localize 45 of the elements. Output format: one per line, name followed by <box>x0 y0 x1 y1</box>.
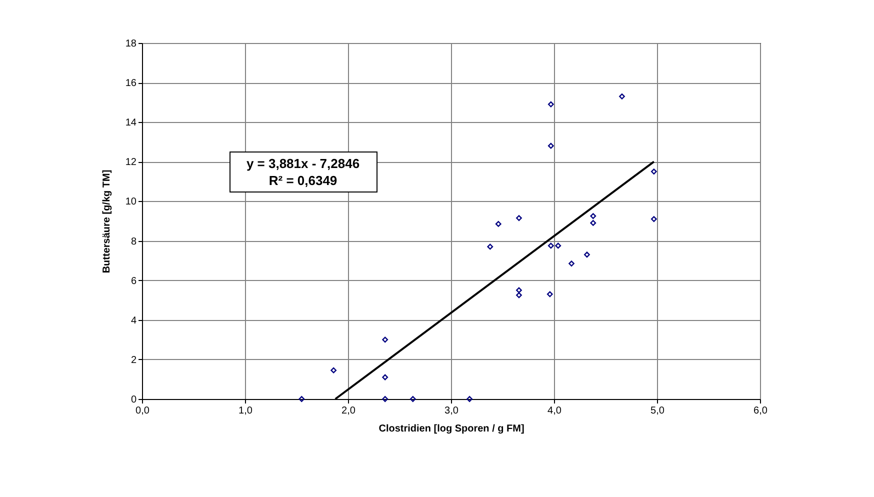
point <box>650 168 657 174</box>
point <box>590 213 596 219</box>
point <box>495 221 502 227</box>
point <box>410 396 416 402</box>
point <box>382 336 388 343</box>
annotation: y = 3,881x - 7,2846 <box>246 156 360 171</box>
point <box>382 396 388 402</box>
point <box>650 216 657 222</box>
x-tick-label: 1,0 <box>238 406 253 416</box>
point <box>466 396 472 402</box>
y-tick-label: 18 <box>125 38 137 50</box>
x-tick-label: 0,0 <box>136 406 150 416</box>
point <box>546 291 553 298</box>
x-tick-label: 6,0 <box>754 406 768 416</box>
x-tick-label: 3,0 <box>444 406 459 416</box>
point <box>548 242 554 249</box>
x-tick-label: 4,0 <box>548 406 562 416</box>
y-tick-label: 0 <box>130 394 137 406</box>
y-tick-label: 10 <box>125 196 137 208</box>
y-tick-label: 4 <box>130 315 137 326</box>
point <box>298 396 305 402</box>
point <box>516 215 522 221</box>
point <box>516 287 522 294</box>
point <box>487 244 494 250</box>
point <box>555 242 562 249</box>
y-tick-label: 12 <box>125 157 137 168</box>
y-tick-label: 16 <box>125 78 137 90</box>
y-tick-label: 8 <box>130 236 137 248</box>
point <box>382 374 388 380</box>
point <box>619 93 625 100</box>
y-tick-label: 2 <box>130 354 137 366</box>
point <box>330 367 337 374</box>
x-tick-label: 2,0 <box>342 406 356 416</box>
point <box>590 220 596 226</box>
point <box>568 260 574 266</box>
y-axis-title: Buttersäure [g/kg TM] <box>101 170 112 274</box>
point <box>516 292 522 298</box>
y-tick-label: 6 <box>130 276 137 287</box>
point <box>548 101 554 108</box>
annotation: R² = 0,6349 <box>268 173 338 188</box>
x-tick-label: 5,0 <box>650 406 665 416</box>
y-tick-label: 14 <box>125 118 137 129</box>
point <box>584 252 590 258</box>
x-axis-title: Clostridien [log Sporen / g FM] <box>378 424 524 434</box>
point <box>548 142 554 149</box>
